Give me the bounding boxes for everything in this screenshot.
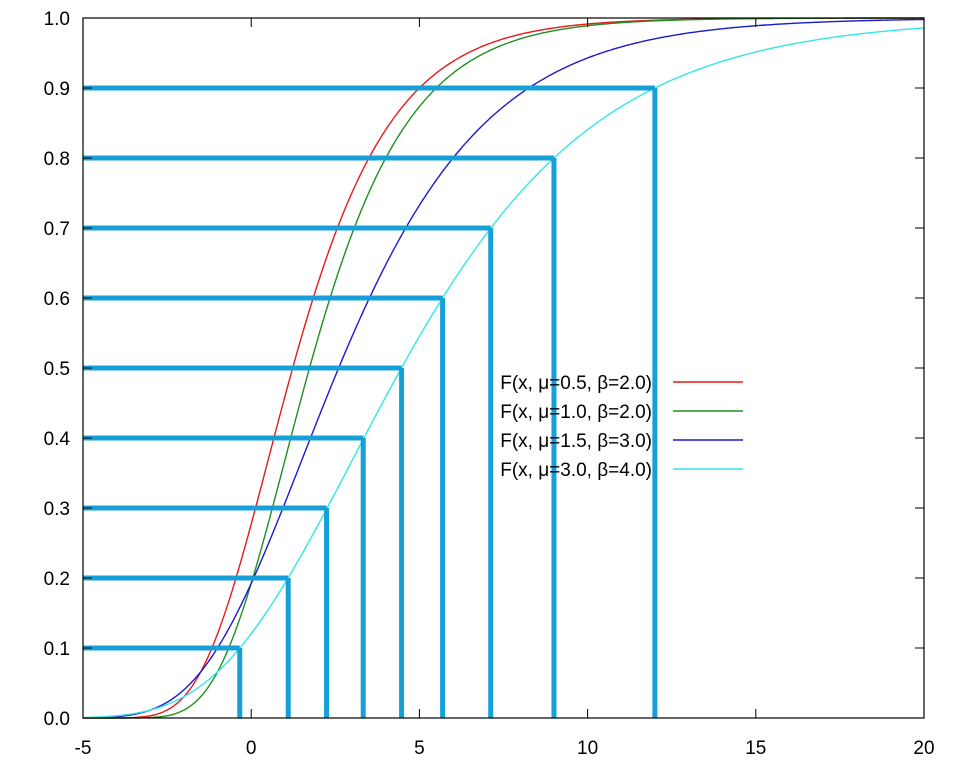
- y-tick-label-4: 0.4: [44, 429, 71, 450]
- y-tick-label-6: 0.6: [44, 289, 70, 310]
- legend-label-4: F(x, μ=3.0, β=4.0): [500, 460, 652, 481]
- y-tick-label-2: 0.2: [44, 569, 70, 590]
- x-tick-label-4: 15: [745, 738, 766, 759]
- series-line-4: [82, 27, 925, 719]
- series-line-3: [82, 18, 925, 719]
- y-tick-label-10: 1.0: [44, 9, 70, 30]
- x-tick-label-0: -5: [75, 738, 92, 759]
- legend: F(x, μ=0.5, β=2.0) F(x, μ=1.0, β=2.0) F(x,…: [500, 373, 743, 481]
- y-tick-label-0: 0.0: [44, 709, 70, 730]
- legend-label-2: F(x, μ=1.0, β=2.0): [500, 402, 652, 423]
- legend-label-1: F(x, μ=0.5, β=2.0): [500, 373, 652, 394]
- x-tick-label-2: 5: [414, 738, 425, 759]
- y-tick-label-5: 0.5: [44, 359, 70, 380]
- y-tick-label-9: 0.9: [44, 79, 70, 100]
- y-tick-label-7: 0.7: [44, 219, 70, 240]
- x-tick-label-5: 20: [913, 738, 934, 759]
- y-tick-label-8: 0.8: [44, 149, 70, 170]
- x-tick-label-3: 10: [577, 738, 598, 759]
- watermark: 知乎 @wwdok: [783, 719, 932, 744]
- y-tick-label-1: 0.1: [44, 639, 70, 660]
- quantile-guides-layer: [83, 85, 658, 718]
- y-tick-label-3: 0.3: [44, 499, 70, 520]
- x-tick-label-1: 0: [246, 738, 257, 759]
- axis-ticks-layer: 0.0 0.1 0.2 0.3 0.4 0.5 0.6 0.7 0.8 0.9 1.0 -5 0 5 10 1…: [44, 9, 935, 759]
- legend-label-3: F(x, μ=1.5, β=3.0): [500, 431, 652, 452]
